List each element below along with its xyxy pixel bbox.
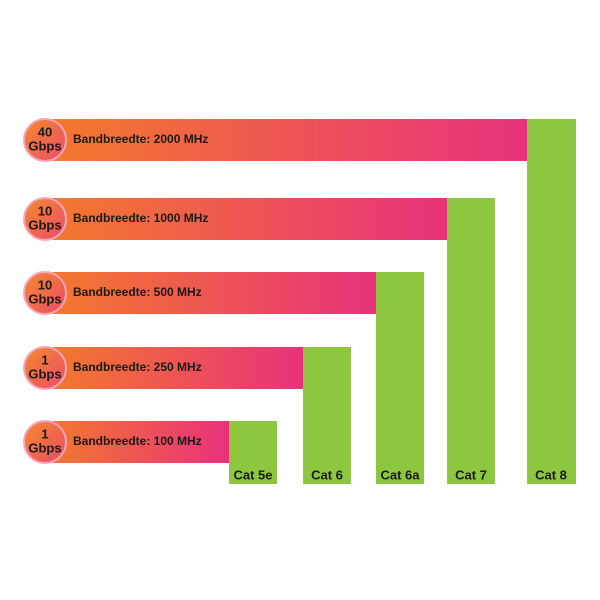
speed-badge	[23, 271, 67, 315]
bandwidth-bar	[45, 198, 447, 240]
speed-badge	[23, 346, 67, 390]
bandwidth-label: Bandbreedte: 500 MHz	[73, 285, 202, 299]
category-label: Cat 7	[455, 467, 487, 482]
bandwidth-label: Bandbreedte: 2000 MHz	[73, 132, 208, 146]
speed-unit: Gbps	[28, 138, 61, 153]
cable-bar	[447, 198, 495, 484]
speed-unit: Gbps	[28, 366, 61, 381]
bandwidth-bar	[45, 347, 303, 389]
category-label: Cat 6a	[380, 467, 420, 482]
bandwidth-bar	[45, 272, 376, 314]
cable-bar	[527, 119, 576, 484]
category-label: Cat 8	[535, 467, 567, 482]
cable-bar	[229, 421, 277, 484]
bandwidth-bar	[45, 421, 229, 463]
speed-value: 1	[41, 426, 48, 441]
category-label: Cat 5e	[233, 467, 272, 482]
speed-badge	[23, 420, 67, 464]
speed-value: 40	[38, 124, 52, 139]
bandwidth-bar	[45, 119, 527, 161]
bandwidth-label: Bandbreedte: 1000 MHz	[73, 211, 208, 225]
bandwidth-label: Bandbreedte: 100 MHz	[73, 434, 202, 448]
bandwidth-label: Bandbreedte: 250 MHz	[73, 360, 202, 374]
speed-badge	[23, 118, 67, 162]
speed-unit: Gbps	[28, 217, 61, 232]
speed-value: 1	[41, 352, 48, 367]
speed-unit: Gbps	[28, 440, 61, 455]
speed-badge	[23, 197, 67, 241]
cable-bar	[303, 347, 351, 484]
cable-bar	[376, 272, 424, 484]
speed-value: 10	[38, 277, 52, 292]
category-label: Cat 6	[311, 467, 343, 482]
speed-unit: Gbps	[28, 291, 61, 306]
speed-value: 10	[38, 203, 52, 218]
